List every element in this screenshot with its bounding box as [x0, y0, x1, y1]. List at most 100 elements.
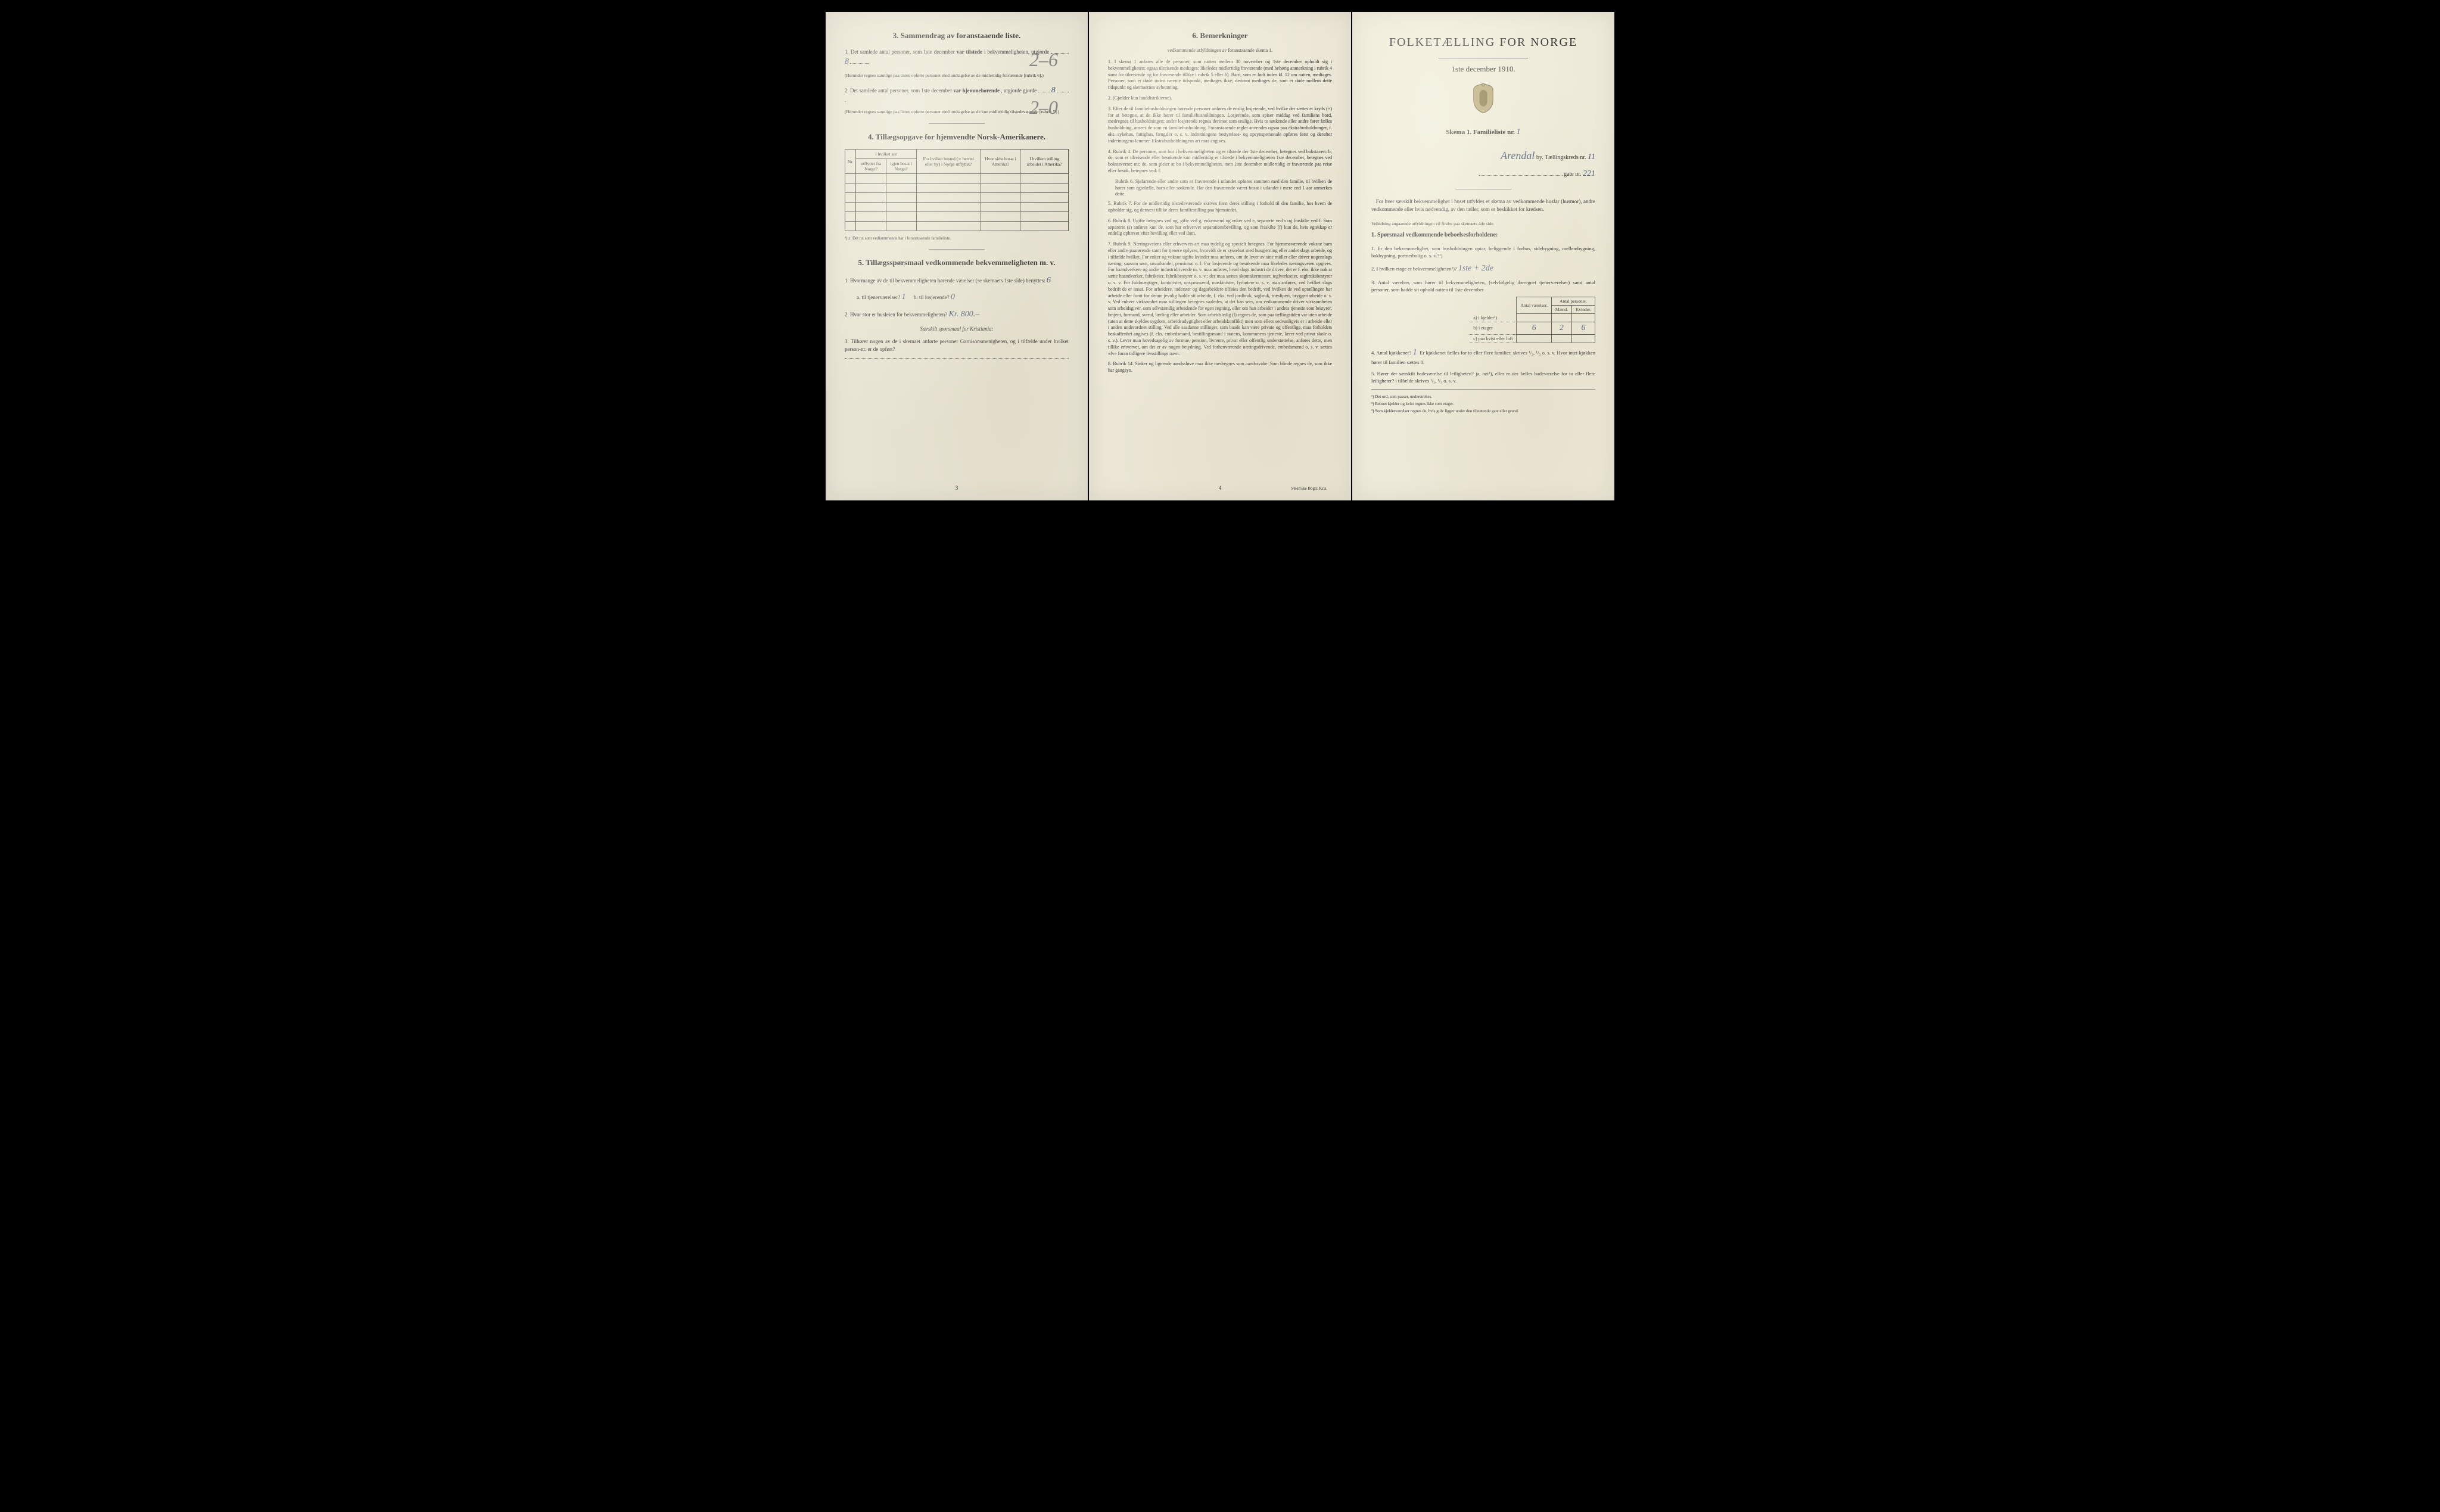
- row-kjelder-label: a) i kjelder³): [1470, 314, 1517, 322]
- s3-q2-pre: 2. Det samlede antal personer, som 1ste …: [845, 88, 953, 94]
- pr-q4-value: 1: [1413, 348, 1417, 357]
- section5-title: 5. Tillægsspørsmaal vedkommende bekvemme…: [845, 258, 1069, 267]
- s3-q1-value: 8: [845, 57, 849, 66]
- bem-4b: Rubrik 6. Sjøfarende eller andre som er …: [1115, 179, 1332, 198]
- s5-special: Særskilt spørsmaal for Kristiania:: [845, 325, 1069, 333]
- s3-q1-pre: 1. Det samlede antal personer, som 1ste …: [845, 49, 957, 55]
- s5-q2-text: 2. Hvor stor er husleien for bekvemmelig…: [845, 312, 947, 318]
- gate-label: gate nr.: [1564, 171, 1581, 178]
- row-etager-k: 6: [1571, 322, 1595, 334]
- bem-8: 8. Rubrik 14. Sinker og lignende aandssl…: [1108, 361, 1332, 374]
- th-bosted: Fra hvilket bosted (ɔ: herred eller by) …: [916, 150, 981, 174]
- gate-line: gate nr. 221: [1371, 168, 1595, 180]
- row-kjelder-vaer: [1517, 314, 1551, 322]
- th-vaerelser: Antal værelser.: [1517, 297, 1551, 314]
- intro-body: For hver særskilt bekvemmelighet i huset…: [1371, 198, 1595, 213]
- pr-q3: 3. Antal værelser, som hører til bekvemm…: [1371, 279, 1595, 294]
- s5-q1ab: a. til tjenerværelser? 1 b. til losjeren…: [845, 291, 1069, 303]
- rooms-table: Antal værelser. Antal personer. Mænd. Kv…: [1470, 297, 1595, 343]
- pr-q4: 4. Antal kjøkkener? 1 Er kjøkkenet fælle…: [1371, 347, 1595, 366]
- bem-7: 7. Rubrik 9. Næringsveiens eller erhverv…: [1108, 241, 1332, 357]
- kreds-value: 11: [1588, 153, 1595, 161]
- section4-title: 4. Tillægsopgave for hjemvendte Norsk-Am…: [845, 132, 1069, 142]
- printer-mark: Steen'ske Bogtr. Kr.a.: [1291, 486, 1327, 491]
- page-number-3: 3: [956, 485, 958, 491]
- pr-q5: 5. Hører der særskilt badeværelse til le…: [1371, 370, 1595, 385]
- th-nr: Nr.: [845, 150, 856, 174]
- bemerkninger-list: 1. I skema 1 anføres alle de personer, s…: [1108, 59, 1332, 374]
- row-kvist-k: [1571, 334, 1595, 343]
- th-igjen: igjen bosat i Norge?: [886, 159, 916, 174]
- row-kjelder-m: [1551, 314, 1571, 322]
- s3-q2-value: 8: [1051, 86, 1056, 95]
- s3-q2-bold: var hjemmehørende: [953, 88, 999, 94]
- page-number-4: 4: [1219, 485, 1222, 491]
- row-kvist-vaer: [1517, 334, 1551, 343]
- s5-q1a-value: 1: [901, 293, 905, 301]
- s5-q1: 1. Hvormange av de til bekvemmeligheten …: [845, 275, 1069, 287]
- bem-5: 5. Rubrik 7. For de midlertidig tilstede…: [1108, 201, 1332, 214]
- census-date: 1ste december 1910.: [1371, 64, 1595, 74]
- section4-footnote: ¹) ɔ: Det nr. som vedkommende har i fora…: [845, 236, 1069, 241]
- skema-value: 1: [1517, 127, 1521, 136]
- pr-q2-value: 1ste + 2de: [1458, 264, 1493, 273]
- th-kvinder: Kvinder.: [1571, 306, 1595, 314]
- section4-tbody: [845, 174, 1069, 231]
- fn2: ²) Beboet kjelder og kvist regnes ikke s…: [1371, 402, 1595, 406]
- th-maend: Mænd.: [1551, 306, 1571, 314]
- pencil-annotation-1: 2–6: [1029, 49, 1058, 71]
- questions-list: 1. Er den bekvemmelighet, som husholdnin…: [1371, 245, 1595, 384]
- s5-q1-text: 1. Hvormange av de til bekvemmeligheten …: [845, 278, 1045, 284]
- by-value: Arendal: [1501, 150, 1535, 161]
- s3-q1-note: (Herunder regnes samtlige paa listen opf…: [845, 73, 1069, 79]
- intro-note: Veiledning angaaende utfyldningen vil fi…: [1371, 221, 1595, 227]
- pencil-annotation-2: 2–0: [1029, 97, 1058, 119]
- bem-2: 2. (Gjælder kun landdistrikterne).: [1108, 95, 1332, 102]
- th-utflyttet: utflyttet fra Norge?: [856, 159, 886, 174]
- pr-q2-text: 2. I hvilken etage er bekvemmeligheten²)…: [1371, 266, 1457, 272]
- fn1: ¹) Det ord, som passer, understrekes.: [1371, 394, 1595, 399]
- by-line: Arendal by. Tællingskreds nr. 11: [1371, 148, 1595, 163]
- q-heading: 1. Spørsmaal vedkommende beboelsesforhol…: [1371, 231, 1595, 240]
- coat-of-arms-icon: [1371, 82, 1595, 116]
- th-personer: Antal personer.: [1551, 297, 1595, 306]
- s5-q1b-value: 0: [951, 293, 955, 301]
- intro-text: For hver særskilt bekvemmelighet i huset…: [1371, 198, 1595, 214]
- page-center: 6. Bemerkninger vedkommende utfyldningen…: [1089, 12, 1351, 500]
- bem-3: 3. Efter de til familiehusholdningen hør…: [1108, 106, 1332, 145]
- skema-line: Skema 1. Familieliste nr. 1: [1371, 127, 1595, 137]
- s3-q1-bold: var tilstede: [957, 49, 982, 55]
- s5-q1b: b. til losjerende?: [914, 294, 950, 300]
- th-stilling: I hvilken stilling arbeidet i Amerika?: [1020, 150, 1069, 174]
- bem-1: 1. I skema 1 anføres alle de personer, s…: [1108, 59, 1332, 91]
- row-kvist-label: c) paa kvist eller loft: [1470, 334, 1517, 343]
- section4-table: Nr. I hvilket aar Fra hvilket bosted (ɔ:…: [845, 149, 1069, 231]
- fn3: ³) Som kjelderværelser regnes de, hvis g…: [1371, 409, 1595, 413]
- s5-q1a: a. til tjenerværelser?: [857, 294, 900, 300]
- section6-subtitle: vedkommende utfyldningen av foranstaaend…: [1108, 48, 1332, 53]
- page-right: FOLKETÆLLING FOR NORGE 1ste december 191…: [1352, 12, 1614, 500]
- s3-q2-post: , utgjorde: [1001, 88, 1022, 94]
- section6-title: 6. Bemerkninger: [1108, 31, 1332, 41]
- th-sidst: Hvor sidst bosat i Amerika?: [981, 150, 1020, 174]
- s5-q2: 2. Hvor stor er husleien for bekvemmelig…: [845, 309, 1069, 321]
- row-kjelder-k: [1571, 314, 1595, 322]
- divider-2: [929, 249, 985, 250]
- s5-q3: 3. Tilhører nogen av de i skemaet anført…: [845, 338, 1069, 353]
- gate-value: 221: [1583, 169, 1595, 178]
- row-etager-m: 2: [1551, 322, 1571, 334]
- by-label: by. Tællingskreds nr.: [1536, 154, 1586, 161]
- th-aar: I hvilket aar: [856, 150, 916, 159]
- row-etager-label: b) i etager: [1470, 322, 1517, 334]
- s5-q2-value: Kr. 800.–: [948, 310, 979, 319]
- row-etager-vaer: 6: [1517, 322, 1551, 334]
- pr-q4-text: 4. Antal kjøkkener?: [1371, 350, 1411, 356]
- pr-q1: 1. Er den bekvemmelighet, som husholdnin…: [1371, 245, 1595, 260]
- main-title: FOLKETÆLLING FOR NORGE: [1371, 36, 1595, 49]
- s5-q1-value: 6: [1047, 276, 1051, 285]
- divider: [929, 123, 985, 124]
- three-page-spread: 3. Sammendrag av foranstaaende liste. 1.…: [826, 12, 1614, 500]
- section3-title: 3. Sammendrag av foranstaaende liste.: [845, 31, 1069, 41]
- bem-6: 6. Rubrik 8. Ugifte betegnes ved ug, gif…: [1108, 218, 1332, 237]
- bem-4: 4. Rubrik 4. De personer, som bor i bekv…: [1108, 149, 1332, 175]
